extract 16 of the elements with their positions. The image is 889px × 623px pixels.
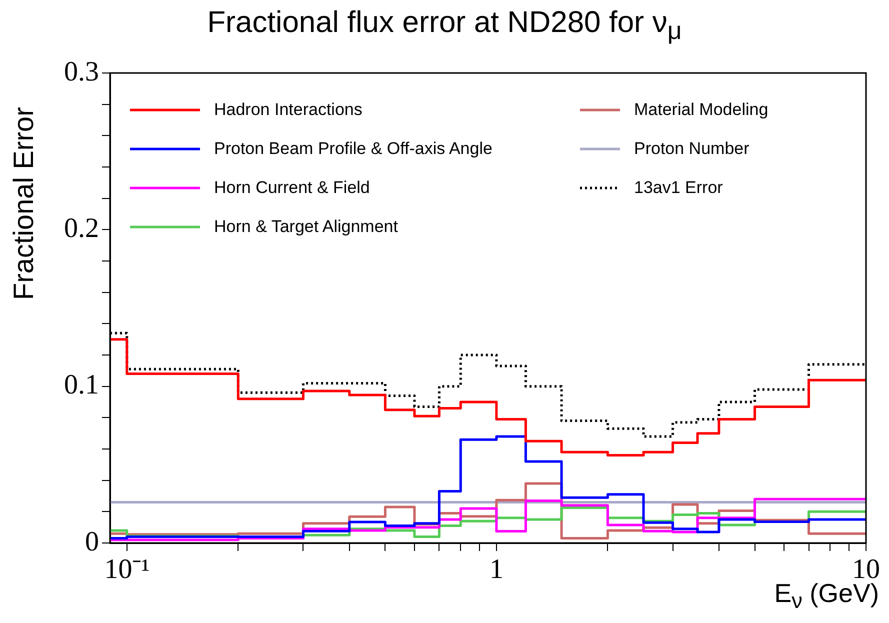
legend-label: Material Modeling (634, 100, 768, 120)
legend-label: Hadron Interactions (214, 100, 362, 120)
x-axis-title: E$_{ν}$ (GeV) (774, 578, 879, 614)
y-tick-label: 0 (85, 526, 99, 558)
x-tick-label: 10⁻¹ (104, 554, 150, 586)
x-tick-label: 1 (489, 554, 504, 586)
chart-title: Fractional flux error at ND280 for ν$_{μ}$ (206, 6, 683, 46)
y-tick-label: 0.2 (64, 213, 99, 244)
y-tick-label: 0.1 (64, 370, 99, 401)
legend-label: 13av1 Error (634, 178, 723, 198)
legend-label: Horn Current & Field (214, 178, 370, 198)
legend-label: Proton Number (634, 138, 750, 158)
legend-label: Proton Beam Profile & Off-axis Angle (214, 138, 492, 158)
y-tick-label: 0.3 (64, 56, 99, 88)
legend-label: Horn & Target Alignment (214, 216, 398, 236)
y-axis-title: Fractional Error (8, 107, 40, 300)
